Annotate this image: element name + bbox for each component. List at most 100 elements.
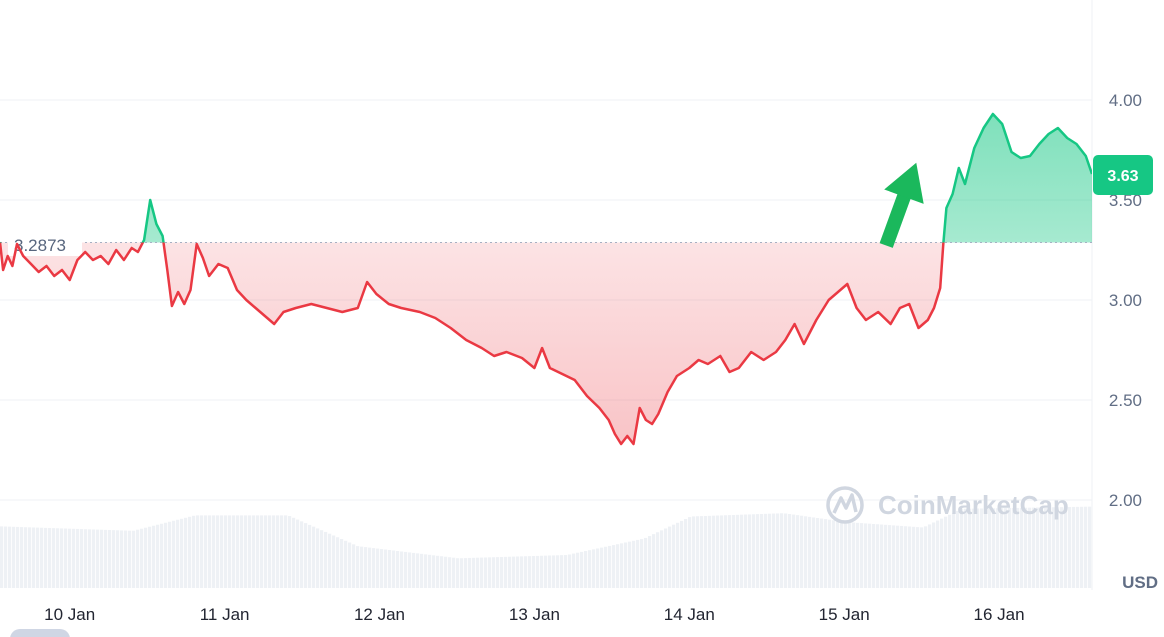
- volume-bar: [1040, 507, 1044, 588]
- volume-bar: [156, 524, 160, 588]
- volume-bar: [872, 523, 876, 588]
- y-tick-label: 2.50: [1109, 391, 1142, 410]
- volume-bar: [532, 556, 536, 588]
- volume-bar: [752, 514, 756, 588]
- volume-bar: [12, 526, 16, 588]
- volume-bar: [468, 557, 472, 588]
- volume-bar: [596, 548, 600, 588]
- price-line-down: [0, 242, 945, 446]
- volume-bar: [888, 525, 892, 588]
- watermark-text: CoinMarketCap: [878, 490, 1069, 520]
- scroll-handle[interactable]: [10, 629, 70, 637]
- volume-bar: [132, 530, 136, 588]
- volume-bar: [724, 515, 728, 588]
- volume-bar: [448, 557, 452, 588]
- volume-bar: [1088, 506, 1092, 588]
- volume-bar: [1048, 507, 1052, 588]
- volume-bar: [688, 517, 692, 588]
- currency-unit-label: USD: [1122, 573, 1158, 592]
- volume-bar: [440, 556, 444, 588]
- volume-bar: [316, 528, 320, 588]
- volume-bar: [380, 549, 384, 588]
- volume-bar: [940, 518, 944, 588]
- volume-bar: [560, 555, 564, 588]
- volume-bar: [424, 554, 428, 588]
- volume-bar: [652, 534, 656, 588]
- volume-bar: [292, 517, 296, 588]
- volume-bar: [288, 516, 292, 588]
- volume-bar: [48, 528, 52, 588]
- volume-bar: [956, 510, 960, 588]
- volume-bar: [412, 552, 416, 588]
- volume-bar: [620, 543, 624, 588]
- volume-bar: [104, 529, 108, 588]
- volume-bar: [360, 546, 364, 588]
- volume-bar: [716, 515, 720, 588]
- volume-bar: [744, 514, 748, 588]
- volume-bar: [1060, 507, 1064, 588]
- volume-bar: [304, 523, 308, 588]
- volume-bar: [1028, 507, 1032, 588]
- volume-bar: [628, 541, 632, 588]
- volume-bar: [848, 522, 852, 588]
- volume-bar: [272, 515, 276, 588]
- volume-bar: [676, 522, 680, 588]
- volume-bar: [320, 530, 324, 588]
- volume-bar: [220, 515, 224, 588]
- volume-bar: [152, 525, 156, 588]
- volume-bar: [40, 527, 44, 588]
- x-tick-label: 14 Jan: [664, 605, 715, 624]
- volume-bar: [208, 515, 212, 588]
- volume-bar: [616, 544, 620, 588]
- volume-bar: [604, 546, 608, 588]
- volume-bar: [36, 527, 40, 588]
- x-tick-label: 10 Jan: [44, 605, 95, 624]
- volume-bar: [852, 522, 856, 588]
- volume-bar: [488, 557, 492, 588]
- volume-bar: [832, 520, 836, 588]
- volume-bar: [228, 515, 232, 588]
- volume-bar: [948, 514, 952, 588]
- volume-bar: [388, 550, 392, 588]
- volume-bar: [116, 530, 120, 588]
- volume-bar: [472, 557, 476, 588]
- reference-label-bg: [8, 234, 82, 256]
- volume-bar: [72, 528, 76, 588]
- volume-bar: [696, 516, 700, 588]
- volume-bar: [568, 554, 572, 588]
- volume-bar: [364, 547, 368, 588]
- volume-bar: [592, 549, 596, 588]
- volume-bar: [804, 516, 808, 588]
- volume-bar: [900, 525, 904, 588]
- volume-bar: [704, 515, 708, 588]
- volume-bar: [1032, 507, 1036, 588]
- volume-bar: [308, 524, 312, 588]
- volume-bar: [172, 520, 176, 588]
- volume-bar: [880, 524, 884, 588]
- volume-bar: [1016, 507, 1020, 588]
- volume-bar: [748, 514, 752, 588]
- volume-bar: [376, 548, 380, 588]
- volume-bar: [384, 549, 388, 588]
- volume-bar: [824, 519, 828, 588]
- volume-bar: [24, 527, 28, 588]
- volume-bar: [44, 527, 48, 588]
- volume-bar: [92, 529, 96, 588]
- volume-bar: [464, 558, 468, 588]
- volume-bar: [964, 508, 968, 588]
- volume-bar: [988, 508, 992, 588]
- volume-bar: [28, 527, 32, 588]
- volume-bar: [1076, 506, 1080, 588]
- x-tick-label: 11 Jan: [200, 605, 250, 624]
- volume-bar: [820, 518, 824, 588]
- volume-bar: [924, 526, 928, 588]
- volume-bar: [588, 550, 592, 588]
- volume-bar: [0, 526, 4, 588]
- volume-bar: [336, 537, 340, 588]
- volume-bar: [904, 526, 908, 588]
- volume-bar: [576, 552, 580, 588]
- volume-bar: [112, 530, 116, 588]
- volume-bar: [876, 524, 880, 588]
- volume-bar: [760, 513, 764, 588]
- y-tick-label: 3.00: [1109, 291, 1142, 310]
